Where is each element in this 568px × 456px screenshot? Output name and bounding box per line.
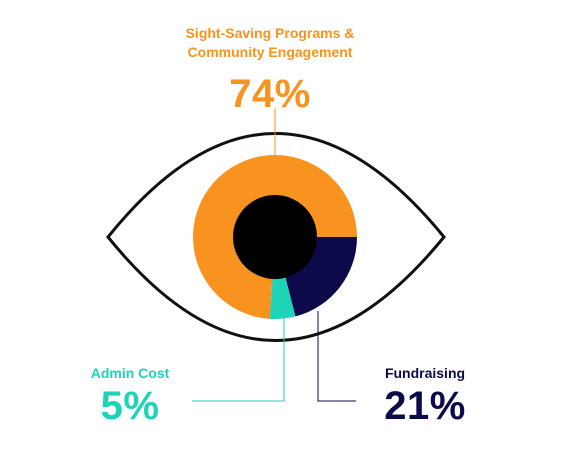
label-programs-line1: Sight-Saving Programs & [185, 25, 355, 41]
value-admin: 5% [100, 384, 160, 428]
label-programs: Sight-Saving Programs & Community Engage… [150, 24, 390, 114]
value-programs: 74% [229, 72, 311, 116]
leader-line-fundraising [317, 311, 356, 402]
label-fundraising-text: Fundraising [384, 365, 466, 381]
pupil-center [233, 195, 317, 279]
eye-outline [106, 132, 446, 342]
label-admin-text: Admin Cost [90, 365, 170, 381]
label-programs-line2: Community Engagement [187, 44, 353, 60]
label-admin: Admin Cost 5% [70, 366, 190, 426]
label-fundraising: Fundraising 21% [360, 366, 490, 426]
value-fundraising: 21% [384, 384, 466, 428]
leader-line-admin [192, 318, 285, 402]
